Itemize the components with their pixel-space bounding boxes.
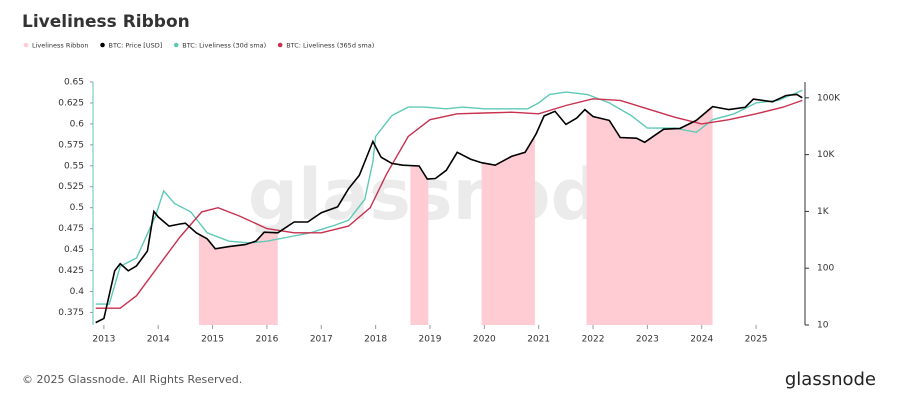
y-tick-label: 0.6: [70, 119, 85, 129]
x-tick-label: 2018: [364, 335, 387, 345]
x-tick-label: 2014: [147, 335, 170, 345]
series-line: [95, 93, 803, 324]
legend-label: BTC: Liveliness (365d sma): [286, 42, 374, 50]
x-tick-label: 2020: [473, 335, 496, 345]
y-tick-label: 0.5: [70, 203, 84, 213]
y-tick-label: 0.625: [58, 98, 84, 108]
chart-title: Liveliness Ribbon: [22, 12, 190, 32]
logo: glassnode: [785, 369, 876, 390]
legend-label: BTC: Liveliness (30d sma): [182, 42, 266, 50]
series-line: [95, 89, 803, 305]
x-tick-label: 2023: [636, 335, 659, 345]
ribbon-span: [586, 94, 713, 325]
ribbon-span: [410, 94, 429, 325]
x-tick-label: 2013: [92, 335, 115, 345]
y2-tick-label: 100: [817, 264, 834, 274]
y-tick-label: 0.65: [64, 78, 84, 88]
y-tick-label: 0.375: [58, 308, 84, 318]
legend-swatch: [100, 42, 105, 48]
y2-tick-label: 10: [817, 321, 829, 331]
y-tick-label: 0.575: [58, 140, 84, 150]
y-tick-label: 0.475: [58, 224, 84, 234]
legend-swatch: [277, 42, 283, 48]
y2-tick-label: 10K: [817, 150, 835, 160]
y-tick-label: 0.55: [64, 161, 84, 171]
y2-tick-label: 1K: [817, 207, 830, 217]
legend-swatch: [23, 42, 29, 48]
x-tick-label: 2022: [582, 335, 605, 345]
ribbon-span: [481, 94, 535, 325]
x-tick-label: 2017: [310, 335, 333, 345]
x-tick-label: 2021: [527, 335, 550, 345]
x-tick-label: 2024: [690, 335, 713, 345]
x-tick-label: 2015: [201, 335, 224, 345]
x-tick-label: 2019: [419, 335, 442, 345]
legend-swatch: [173, 42, 179, 48]
y-tick-label: 0.4: [70, 287, 85, 297]
series-line: [95, 98, 803, 309]
y-tick-label: 0.425: [58, 266, 84, 276]
footer: © 2025 Glassnode. All Rights Reserved.: [22, 373, 242, 386]
y-tick-label: 0.525: [58, 182, 84, 192]
y2-tick-label: 100K: [817, 93, 841, 103]
y-tick-label: 0.45: [64, 245, 84, 255]
legend-label: BTC: Price [USD]: [109, 42, 163, 50]
x-tick-label: 2025: [745, 335, 768, 345]
x-tick-label: 2016: [255, 335, 278, 345]
legend-label: Liveliness Ribbon: [32, 42, 89, 50]
